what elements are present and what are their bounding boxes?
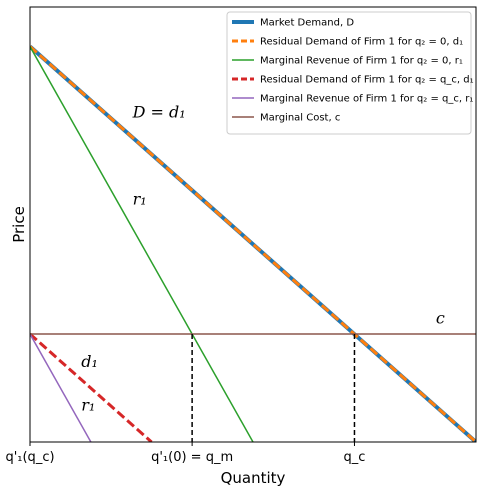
plot-frame <box>29 6 477 443</box>
legend-label-3: Marginal Revenue of Firm 1 for q₂ = 0, r… <box>260 56 463 67</box>
series-line-2 <box>30 45 476 442</box>
x-tick-label-2: q'₁(0) = q_m <box>151 450 233 465</box>
x-axis-ticks: q'₁(q_c) q'₁(0) = q_m q_c <box>5 442 365 465</box>
x-tick-label-1: q'₁(q_c) <box>5 450 54 465</box>
legend-label-2: Residual Demand of Firm 1 for q₂ = 0, d₁ <box>260 37 463 48</box>
annotation-5: r₁ <box>81 395 95 414</box>
series-line-5 <box>30 333 92 442</box>
annotation-4: d₁ <box>81 352 98 371</box>
series-line-3 <box>30 46 254 442</box>
legend-label-1: Market Demand, D <box>260 18 354 29</box>
annotation-2: r₁ <box>133 190 147 209</box>
series-line-4 <box>30 332 153 442</box>
legend-label-5: Marginal Revenue of Firm 1 for q₂ = q_c,… <box>260 94 473 105</box>
x-axis-label: Quantity <box>221 469 286 487</box>
annotation-1: D = d₁ <box>132 103 186 122</box>
x-tick-label-3: q_c <box>344 450 366 465</box>
annotations: D = d₁ r₁ c d₁ r₁ <box>81 103 445 415</box>
legend-label-4: Residual Demand of Firm 1 for q₂ = q_c, … <box>260 75 474 86</box>
legend-label-6: Marginal Cost, c <box>260 113 340 124</box>
guide-lines <box>191 334 356 442</box>
legend-box <box>226 11 472 135</box>
annotation-3: c <box>436 308 445 327</box>
y-axis-label: Price <box>10 206 28 243</box>
legend: Market Demand, D Residual Demand of Firm … <box>226 11 474 135</box>
plot-lines <box>30 45 476 442</box>
